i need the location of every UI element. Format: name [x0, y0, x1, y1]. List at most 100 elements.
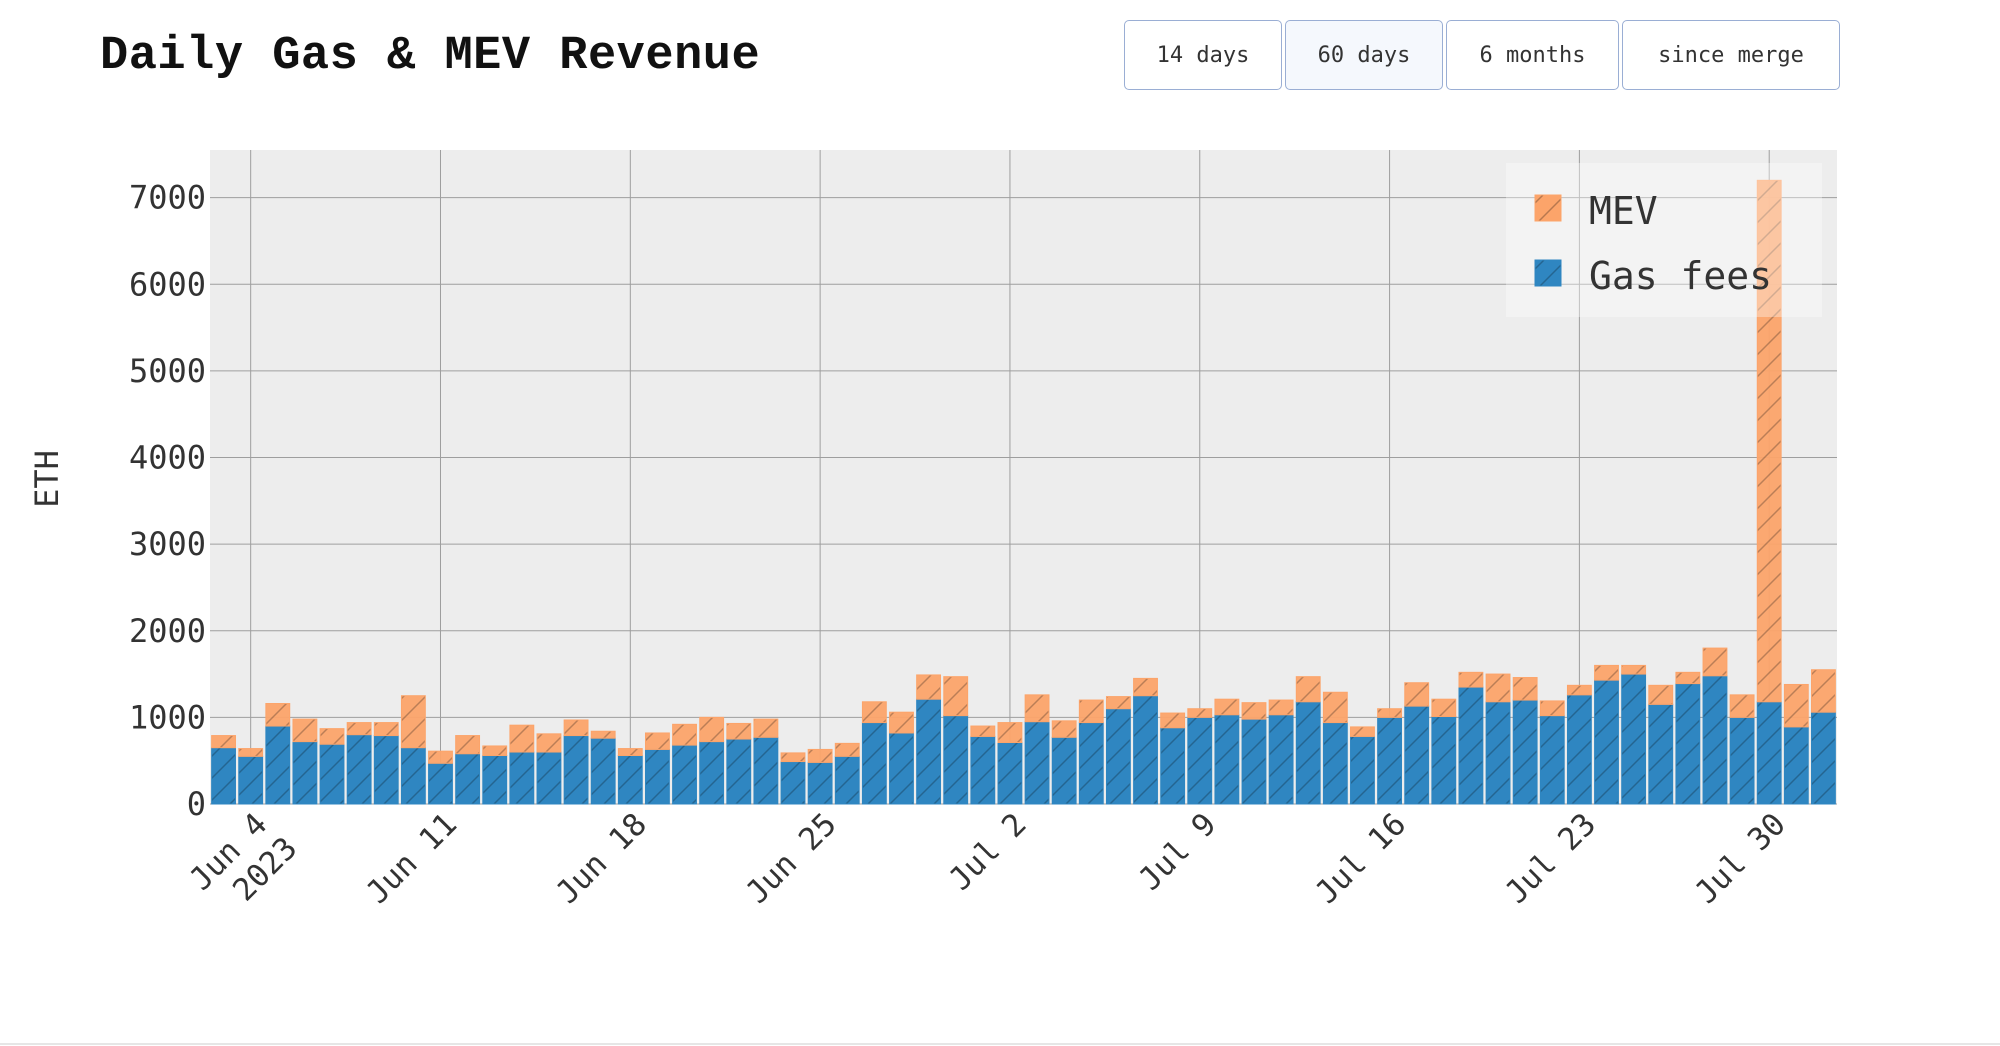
bar-mev	[1621, 664, 1647, 675]
bar-mev	[1729, 694, 1755, 718]
bar-mev	[211, 735, 236, 749]
bar-mev	[834, 742, 860, 757]
bar-mev	[346, 722, 372, 736]
bar-mev	[1539, 700, 1565, 717]
bar-mev	[889, 711, 914, 734]
bar-mev	[400, 695, 426, 749]
y-tick-label: 2000	[129, 612, 206, 650]
bar-mev	[1024, 694, 1050, 723]
bar-mev	[1078, 699, 1104, 724]
bar-gas-fees	[373, 735, 399, 805]
bar-mev	[699, 716, 725, 743]
range-button-14-days[interactable]: 14 days	[1124, 20, 1282, 90]
bar-gas-fees	[1729, 716, 1755, 805]
bar-mev	[970, 725, 996, 737]
bar-mev	[509, 724, 535, 753]
bar-gas-fees	[916, 698, 942, 805]
bar-mev	[861, 701, 887, 724]
bar-mev	[1404, 682, 1430, 707]
bar-gas-fees	[1187, 716, 1213, 805]
bar-gas-fees	[1160, 727, 1186, 805]
y-tick-label: 7000	[129, 179, 206, 217]
bar-mev	[753, 718, 779, 738]
bar-mev	[1594, 664, 1619, 681]
bar-mev	[1566, 684, 1592, 696]
x-tick-label: Jun 18	[549, 806, 654, 911]
bar-gas-fees	[1485, 701, 1511, 805]
y-tick-label: 0	[187, 785, 206, 823]
bar-mev	[1214, 698, 1240, 716]
bar-gas-fees	[753, 736, 779, 805]
bar-mev	[292, 718, 318, 743]
legend-label-gas-fees: Gas fees	[1589, 254, 1772, 298]
legend-label-mev: MEV	[1589, 189, 1658, 233]
bar-mev	[1160, 712, 1186, 729]
bar-mev	[1241, 702, 1267, 720]
legend: MEV Gas fees	[1506, 163, 1822, 317]
bar-mev	[563, 719, 589, 737]
x-tick-label: Jul 9	[1132, 806, 1223, 897]
bar-mev	[1295, 676, 1321, 703]
x-tick-label: Jun 25	[739, 806, 844, 911]
bar-gas-fees	[428, 762, 453, 805]
bar-gas-fees	[1295, 701, 1321, 805]
bar-mev	[1105, 696, 1131, 710]
legend-box	[1506, 163, 1822, 317]
bar-mev	[1268, 699, 1294, 716]
bar-mev	[455, 735, 481, 755]
range-button-6-months[interactable]: 6 months	[1446, 20, 1619, 90]
bar-gas-fees	[536, 751, 562, 805]
bar-mev	[807, 748, 833, 763]
bar-mev	[1675, 671, 1701, 685]
y-tick-label: 3000	[129, 525, 206, 563]
x-tick-label: Jul 2	[942, 806, 1033, 897]
bar-mev	[590, 730, 616, 739]
bar-gas-fees	[889, 732, 914, 805]
bar-gas-fees	[1675, 683, 1701, 805]
bar-gas-fees	[1241, 718, 1267, 805]
bar-gas-fees	[1621, 673, 1647, 805]
bar-gas-fees	[997, 741, 1023, 805]
bar-mev	[1187, 708, 1213, 718]
bar-gas-fees	[509, 751, 535, 805]
bar-mev	[1756, 179, 1782, 703]
bar-mev	[726, 722, 752, 740]
legend-swatch-mev	[1534, 194, 1562, 222]
page-title: Daily Gas & MEV Revenue	[100, 30, 761, 83]
bar-gas-fees	[699, 741, 725, 805]
bar-gas-fees	[1268, 714, 1294, 805]
bar-gas-fees	[970, 735, 996, 805]
bar-mev	[428, 750, 453, 764]
bar-gas-fees	[1458, 686, 1484, 805]
bar-gas-fees	[1377, 716, 1403, 805]
bar-gas-fees	[617, 754, 643, 805]
bar-mev	[943, 676, 969, 717]
bar-mev	[238, 748, 264, 757]
bar-gas-fees	[726, 738, 752, 805]
bar-gas-fees	[1811, 711, 1836, 805]
range-button-since-merge[interactable]: since merge	[1622, 20, 1840, 90]
bar-gas-fees	[672, 744, 697, 805]
bar-mev	[1485, 673, 1511, 703]
bar-mev	[1051, 720, 1077, 738]
bar-gas-fees	[1105, 708, 1131, 805]
bar-mev	[644, 732, 670, 750]
x-tick-label: Jul 16	[1309, 806, 1414, 911]
bar-gas-fees	[1133, 695, 1158, 805]
bar-gas-fees	[644, 748, 670, 805]
y-tick-label: 6000	[129, 265, 206, 303]
bar-mev	[916, 674, 942, 700]
bar-mev	[1133, 677, 1158, 697]
bar-gas-fees	[1594, 679, 1619, 805]
bar-gas-fees	[400, 747, 426, 805]
range-button-60-days[interactable]: 60 days	[1285, 20, 1443, 90]
bar-gas-fees	[590, 737, 616, 805]
bar-mev	[1512, 677, 1538, 701]
x-tick-label: Jun 11	[360, 806, 465, 911]
y-tick-label: 4000	[129, 439, 206, 477]
legend-swatch-gas-fees	[1534, 259, 1562, 287]
bar-mev	[1458, 671, 1484, 688]
bar-mev	[617, 748, 643, 756]
bottom-divider	[0, 1043, 2000, 1045]
